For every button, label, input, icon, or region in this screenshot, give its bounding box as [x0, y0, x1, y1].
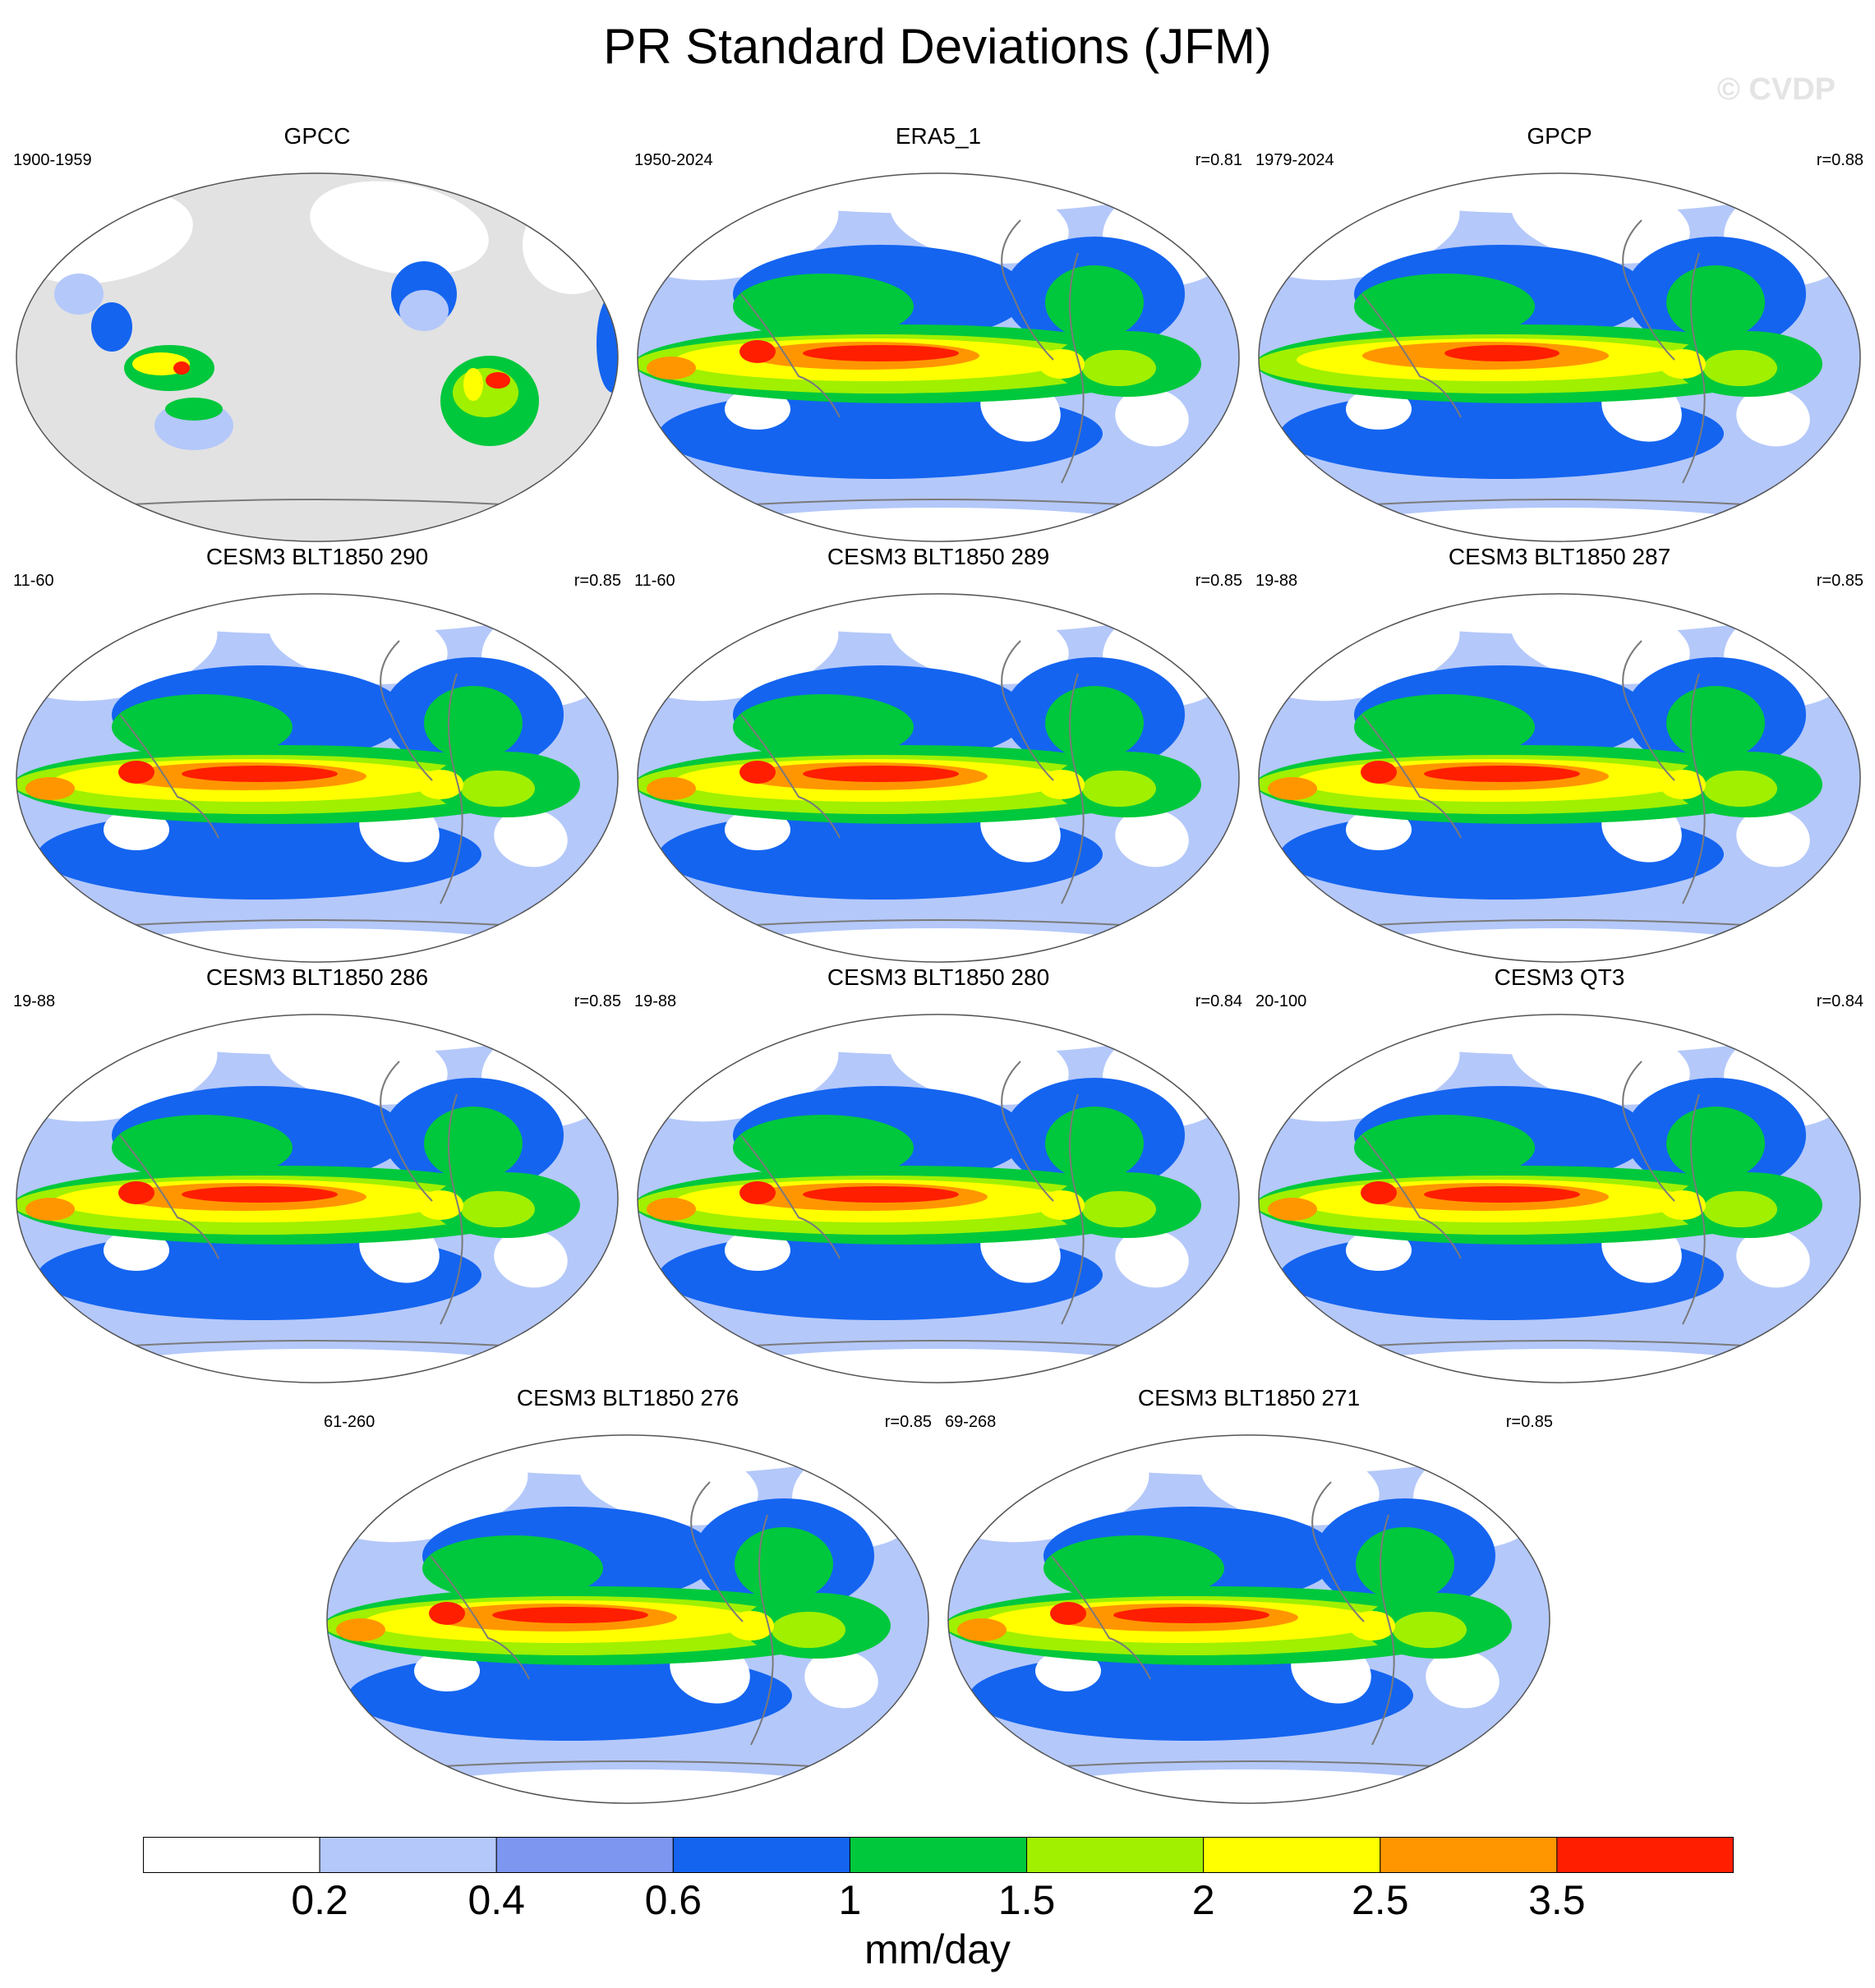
map-panel: CESM3 BLT1850 280 19-88 r=0.84 — [634, 964, 1242, 1392]
colorbar-tick-label: 1.5 — [997, 1877, 1056, 1923]
map-panel: CESM3 BLT1850 287 19-88 r=0.85 — [1255, 544, 1863, 971]
colorbar-segment — [143, 1837, 320, 1873]
map-panel: CESM3 BLT1850 276 61-260 r=0.85 — [324, 1385, 932, 1812]
precip-map — [1258, 593, 1861, 963]
figure-title: PR Standard Deviations (JFM) — [603, 19, 1272, 74]
panel-correlation: r=0.85 — [1505, 1413, 1553, 1431]
colorbar-segment — [495, 1837, 674, 1873]
panel-period: 20-100 — [1255, 992, 1307, 1010]
panel-title: CESM3 BLT1850 280 — [827, 964, 1050, 990]
colorbar-units: mm/day — [864, 1926, 1011, 1972]
colorbar-tick-label: 2.5 — [1352, 1877, 1409, 1923]
panel-title: CESM3 BLT1850 287 — [1448, 544, 1671, 569]
panel-correlation: r=0.84 — [1816, 992, 1863, 1010]
panel-correlation: r=0.85 — [1816, 572, 1863, 590]
panel-period: 1979-2024 — [1255, 151, 1334, 169]
precip-map — [16, 1014, 619, 1383]
colorbar-segment — [672, 1837, 850, 1873]
colorbar-tick-label: 2 — [1191, 1877, 1215, 1923]
precip-map — [637, 593, 1240, 963]
panel-title: CESM3 BLT1850 271 — [1137, 1385, 1361, 1410]
panel-correlation: r=0.84 — [1195, 992, 1242, 1010]
map-panel: CESM3 QT3 20-100 r=0.84 — [1255, 964, 1863, 1392]
watermark: © CVDP — [1716, 72, 1836, 107]
precip-map — [1258, 173, 1861, 542]
colorbar-segment — [1556, 1837, 1734, 1873]
panel-correlation: r=0.85 — [574, 992, 621, 1010]
colorbar-segment — [849, 1837, 1028, 1873]
colorbar-segment — [1380, 1837, 1558, 1873]
panel-correlation: r=0.85 — [574, 572, 621, 590]
precip-map — [16, 173, 619, 542]
precip-map — [1258, 1014, 1861, 1383]
panel-title: CESM3 BLT1850 289 — [827, 544, 1050, 569]
panel-title: CESM3 BLT1850 286 — [205, 964, 429, 990]
map-panel: CESM3 BLT1850 290 11-60 r=0.85 — [13, 544, 621, 971]
colorbar — [143, 1837, 1734, 1873]
panel-period: 69-268 — [945, 1413, 997, 1431]
map-panel: ERA5_1 1950-2024 r=0.81 — [634, 123, 1242, 550]
colorbar-segment — [1026, 1837, 1205, 1873]
panel-period: 19-88 — [13, 992, 56, 1010]
colorbar-tick-label: 0.6 — [644, 1877, 703, 1923]
panel-title: GPCC — [283, 123, 351, 149]
map-panel: CESM3 BLT1850 289 11-60 r=0.85 — [634, 544, 1242, 971]
colorbar-tick-label: 0.4 — [468, 1877, 525, 1923]
panel-title: CESM3 QT3 — [1494, 964, 1625, 990]
panel-correlation: r=0.85 — [1195, 572, 1242, 590]
colorbar-tick-label: 1 — [838, 1877, 862, 1923]
panel-correlation: r=0.85 — [884, 1413, 932, 1431]
panel-period: 1900-1959 — [13, 151, 92, 169]
precip-map — [637, 1014, 1240, 1383]
panel-title: CESM3 BLT1850 276 — [516, 1385, 739, 1410]
colorbar-segment — [319, 1837, 497, 1873]
map-panel: CESM3 BLT1850 271 69-268 r=0.85 — [945, 1385, 1553, 1812]
map-panel: CESM3 BLT1850 286 19-88 r=0.85 — [13, 964, 621, 1392]
panel-correlation: r=0.88 — [1816, 151, 1863, 169]
precip-map — [637, 173, 1240, 542]
panel-period: 11-60 — [13, 572, 54, 590]
precip-map — [947, 1434, 1550, 1804]
panel-period: 61-260 — [324, 1413, 375, 1431]
map-panel: GPCP 1979-2024 r=0.88 — [1255, 123, 1863, 550]
panel-correlation: r=0.81 — [1195, 151, 1242, 169]
map-panel: GPCC 1900-1959 — [13, 123, 621, 550]
precip-map — [326, 1434, 929, 1804]
panel-period: 1950-2024 — [634, 151, 713, 169]
colorbar-tick-label: 3.5 — [1528, 1877, 1586, 1923]
panel-title: GPCP — [1527, 123, 1592, 149]
panel-period: 19-88 — [1255, 572, 1298, 590]
panel-title: ERA5_1 — [895, 123, 982, 149]
panel-period: 19-88 — [634, 992, 677, 1010]
colorbar-tick-label: 0.2 — [291, 1877, 348, 1923]
colorbar-segment — [1203, 1837, 1381, 1873]
precip-map — [16, 593, 619, 963]
panel-period: 11-60 — [634, 572, 675, 590]
panel-title: CESM3 BLT1850 290 — [205, 544, 429, 569]
